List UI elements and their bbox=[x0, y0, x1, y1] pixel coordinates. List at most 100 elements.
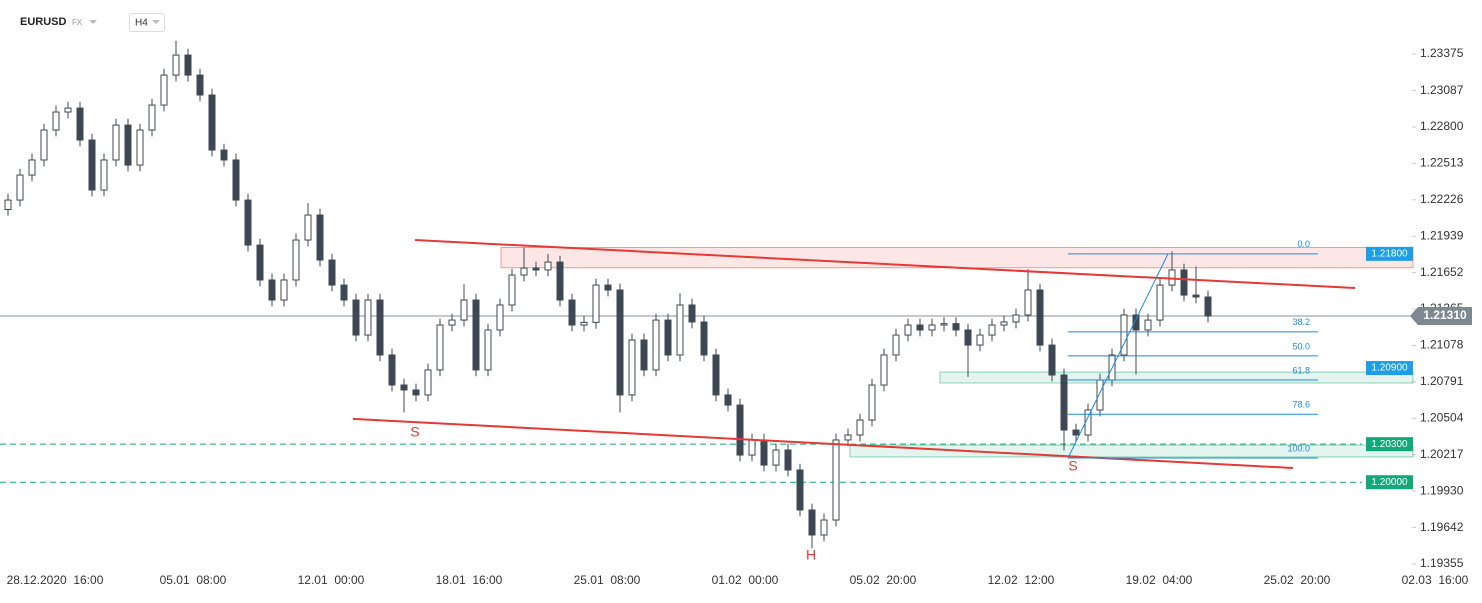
y-tick-label: 1.22513 bbox=[1420, 156, 1464, 170]
timeframe[interactable]: H4 bbox=[135, 18, 148, 29]
candle-body bbox=[628, 339, 636, 396]
candle-body bbox=[616, 289, 624, 396]
candle-body bbox=[592, 284, 600, 323]
candle-body bbox=[1024, 289, 1032, 316]
y-tick-label: 1.21652 bbox=[1420, 265, 1464, 279]
x-tick-label: 28.12.2020 16:00 bbox=[7, 573, 104, 587]
candle-body bbox=[1144, 319, 1152, 331]
candle-body bbox=[304, 214, 312, 241]
timeframe-box[interactable] bbox=[129, 13, 165, 32]
candle-body bbox=[832, 439, 840, 521]
y-tick-label: 1.20504 bbox=[1420, 410, 1464, 424]
candle-body bbox=[868, 384, 876, 421]
x-tick-label: 02.03 16:00 bbox=[1402, 573, 1469, 587]
candle-body bbox=[1060, 374, 1068, 431]
y-tick-label: 1.19642 bbox=[1420, 520, 1464, 534]
candle-body bbox=[796, 469, 804, 511]
y-tick-label: 1.22226 bbox=[1420, 192, 1464, 206]
candle-body bbox=[496, 304, 504, 331]
x-tick-label: 05.02 20:00 bbox=[850, 573, 917, 587]
candle-body bbox=[256, 244, 264, 281]
candle-body bbox=[652, 319, 660, 371]
candle-body bbox=[520, 267, 528, 276]
market: FX bbox=[72, 18, 83, 27]
market-dropdown[interactable] bbox=[89, 20, 97, 24]
candle-body bbox=[1012, 314, 1020, 323]
candle-body bbox=[700, 321, 708, 356]
zone bbox=[849, 444, 1414, 458]
candle-body bbox=[40, 129, 48, 161]
candle-body bbox=[328, 259, 336, 286]
candle-body bbox=[1036, 289, 1044, 346]
level-label: 1.20300 bbox=[1371, 439, 1408, 450]
candle-body bbox=[112, 124, 120, 161]
candle-body bbox=[340, 284, 348, 301]
candle-body bbox=[316, 214, 324, 261]
candle-body bbox=[724, 394, 732, 406]
candle-body bbox=[424, 369, 432, 396]
level-label: 1.20000 bbox=[1371, 477, 1408, 488]
level-label: 1.20900 bbox=[1371, 363, 1408, 374]
candle-body bbox=[676, 304, 684, 356]
fib-label: 61.8 bbox=[1292, 365, 1310, 375]
x-tick-label: 25.02 20:00 bbox=[1264, 573, 1331, 587]
timeframe-dropdown[interactable] bbox=[152, 20, 160, 24]
x-tick-label: 25.01 08:00 bbox=[574, 573, 641, 587]
candle-body bbox=[1192, 294, 1200, 298]
candle-body bbox=[736, 404, 744, 456]
candle-body bbox=[376, 299, 384, 356]
x-tick-label: 12.02 12:00 bbox=[988, 573, 1055, 587]
y-tick-label: 1.23375 bbox=[1420, 46, 1464, 60]
candle-body bbox=[892, 334, 900, 356]
candle-body bbox=[364, 299, 372, 336]
candle-body bbox=[664, 319, 672, 356]
y-tick-label: 1.21939 bbox=[1420, 228, 1464, 242]
x-tick-label: 19.02 04:00 bbox=[1126, 573, 1193, 587]
candle-body bbox=[856, 419, 864, 436]
candle-body bbox=[1156, 284, 1164, 321]
y-tick-label: 1.22800 bbox=[1420, 119, 1464, 133]
candle-body bbox=[208, 94, 216, 151]
y-tick-label: 1.20791 bbox=[1420, 374, 1464, 388]
pattern-label: H bbox=[806, 547, 816, 563]
candle-body bbox=[580, 321, 588, 326]
fib-label: 100.0 bbox=[1287, 443, 1310, 453]
candle-body bbox=[1072, 429, 1080, 436]
candle-body bbox=[4, 199, 12, 210]
x-tick-label: 12.01 00:00 bbox=[298, 573, 365, 587]
y-tick-label: 1.23087 bbox=[1420, 83, 1464, 97]
y-tick-label: 1.19355 bbox=[1420, 556, 1464, 570]
fib-label: 50.0 bbox=[1292, 341, 1310, 351]
x-tick-label: 05.01 08:00 bbox=[160, 573, 227, 587]
candle-body bbox=[772, 449, 780, 466]
current-price-tag bbox=[1410, 307, 1472, 326]
candle-body bbox=[544, 261, 552, 271]
candle-body bbox=[784, 449, 792, 471]
candle-body bbox=[64, 107, 72, 113]
level-tag bbox=[1366, 475, 1413, 490]
candle-body bbox=[436, 324, 444, 371]
candle-body bbox=[268, 279, 276, 301]
candle-body bbox=[640, 339, 648, 371]
pattern-label: S bbox=[410, 424, 419, 440]
candle-body bbox=[844, 434, 852, 441]
candle-body bbox=[1120, 314, 1128, 356]
candle-body bbox=[136, 129, 144, 166]
candle-body bbox=[1204, 296, 1212, 317]
candle-body bbox=[100, 159, 108, 191]
candle-body bbox=[1168, 269, 1176, 286]
candle-body bbox=[556, 261, 564, 301]
y-tick-label: 1.21078 bbox=[1420, 338, 1464, 352]
candle-body bbox=[808, 509, 816, 536]
candle-body bbox=[1132, 314, 1140, 331]
y-tick-label: 1.19930 bbox=[1420, 483, 1464, 497]
candle-body bbox=[532, 267, 540, 271]
level-tag bbox=[1366, 437, 1413, 452]
candle-body bbox=[280, 279, 288, 301]
candle-body bbox=[940, 323, 948, 326]
candle-body bbox=[904, 324, 912, 336]
candle-body bbox=[28, 159, 36, 176]
symbol: EURUSD bbox=[20, 16, 67, 28]
candle-body bbox=[1000, 321, 1008, 326]
trendline bbox=[352, 417, 1294, 469]
